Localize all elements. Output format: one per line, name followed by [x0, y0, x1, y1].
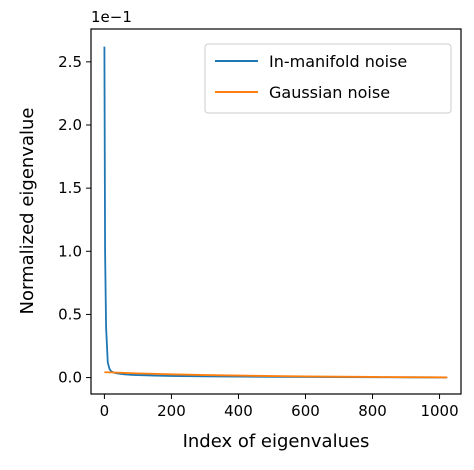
y-tick-label: 1.0	[58, 242, 82, 260]
tick-layer: 0 200 400 600 800 1000 0.0 0.5 1.0 1.5 2.0 2.5	[58, 53, 459, 420]
x-tick-label: 1000	[420, 402, 458, 420]
series-line-1	[104, 371, 448, 379]
y-tick-label: 2.0	[58, 116, 82, 134]
x-axis-label: Index of eigenvalues	[183, 431, 370, 452]
x-tick-label: 0	[100, 402, 110, 420]
legend: In-manifold noise Gaussian noise	[204, 43, 452, 114]
legend-label-in-manifold: In-manifold noise	[269, 52, 407, 71]
x-tick-label: 400	[224, 402, 253, 420]
x-tick-label: 600	[291, 402, 320, 420]
plot-frame	[90, 28, 462, 395]
legend-label-gaussian: Gaussian noise	[269, 83, 390, 102]
x-tick-label: 800	[358, 402, 387, 420]
series-layer	[103, 46, 448, 379]
y-tick-label: 1.5	[58, 179, 82, 197]
y-tick-label: 2.5	[58, 53, 82, 71]
y-tick-label: 0.5	[58, 305, 82, 323]
y-axis-label: Normalized eigenvalue	[17, 108, 38, 315]
y-offset-text: 1e−1	[91, 8, 132, 26]
legend-box	[204, 43, 452, 114]
x-tick-label: 200	[157, 402, 186, 420]
y-tick-label: 0.0	[58, 369, 82, 387]
